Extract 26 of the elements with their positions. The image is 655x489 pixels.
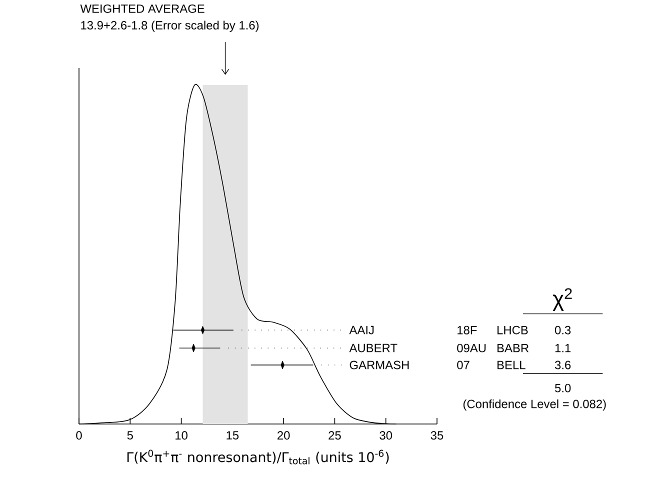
text: χ$^{2}$ xyxy=(552,288,572,311)
text: AUBERT xyxy=(349,344,398,352)
text: BABR xyxy=(498,344,529,352)
text: 5.0 xyxy=(554,384,571,392)
x-tick-label: 5 xyxy=(127,431,133,440)
legend-label: GARMASH xyxy=(350,360,409,370)
text: AAIJ xyxy=(349,326,374,334)
x-tick-label: 30 xyxy=(380,431,392,440)
x-tick-label: 20 xyxy=(278,431,290,440)
text: 13.9+2.6-1.8 (Error scaled by 1.6) xyxy=(81,20,259,32)
text: Γ(K$^{0}$π$^{+}$π$^{-}$ nonresonant)/Γ$_{total}$ (units 10$^{-6}$) xyxy=(127,450,389,464)
text: 09AU xyxy=(457,344,486,352)
x-tick-label: 15 xyxy=(226,431,239,440)
x-tick-label: 35 xyxy=(430,431,444,440)
text: 07 xyxy=(457,360,470,370)
text: (Confidence Level = 0.082) xyxy=(463,399,606,411)
text: 18F xyxy=(458,326,477,334)
x-tick-label: 25 xyxy=(328,431,341,440)
text: BELL xyxy=(498,360,526,370)
text: 0.3 xyxy=(554,326,571,334)
x-tick-label: 0 xyxy=(76,431,82,440)
text: 3.6 xyxy=(554,360,571,370)
text: LHCB xyxy=(498,326,528,334)
chart-title: WEIGHTED AVERAGE xyxy=(80,4,204,13)
x-tick-label: 10 xyxy=(176,431,188,440)
text: 1.1 xyxy=(555,344,571,352)
